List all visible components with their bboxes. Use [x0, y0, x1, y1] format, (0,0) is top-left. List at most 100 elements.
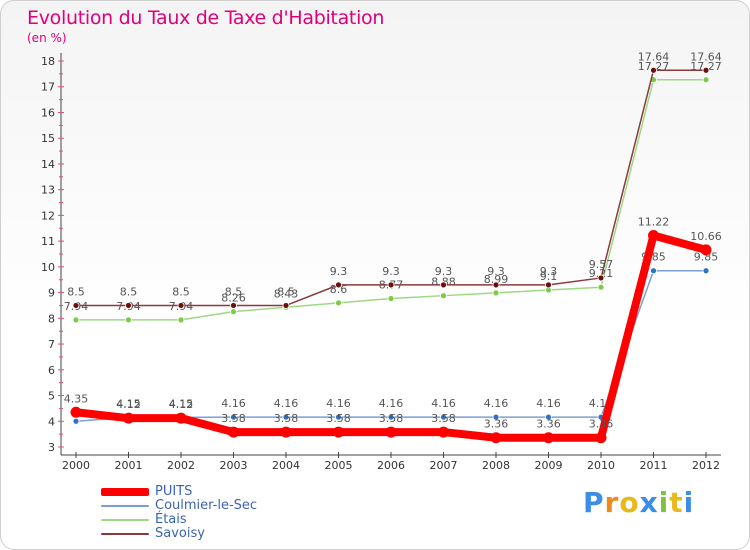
data-label: 3.36: [536, 418, 561, 431]
y-tick-label: 5: [48, 390, 55, 403]
data-point: [700, 244, 712, 256]
y-tick-label: 16: [41, 106, 55, 119]
data-label: 3.58: [431, 412, 456, 425]
data-label: 4.12: [169, 398, 194, 411]
data-point: [597, 283, 605, 291]
y-tick-label: 4: [48, 415, 55, 428]
data-label: 9.3: [330, 265, 348, 278]
data-label: 8.99: [484, 273, 509, 286]
legend-swatch-savoisy: [101, 533, 149, 535]
x-tick-label: 2005: [325, 459, 353, 472]
data-point: [387, 413, 395, 421]
data-label: 3.58: [221, 412, 246, 425]
x-tick-label: 2002: [167, 459, 195, 472]
x-tick-label: 2008: [482, 459, 510, 472]
logo-letter: P: [583, 486, 605, 519]
logo-letter: i: [683, 486, 695, 519]
x-tick-label: 2010: [587, 459, 615, 472]
data-label: 8.5: [172, 285, 190, 298]
data-point: [545, 413, 552, 421]
x-tick-label: 2007: [430, 459, 458, 472]
logo-letter: t: [669, 486, 684, 519]
unit-label: (en %): [27, 31, 67, 45]
x-tick-label: 2011: [640, 459, 668, 472]
logo-letter: r: [604, 486, 620, 519]
legend-item-coulmier: Coulmier-le-Sec: [101, 499, 257, 513]
data-label: 4.16: [221, 397, 246, 410]
data-label: 3.58: [326, 412, 351, 425]
data-label: 4.16: [274, 397, 299, 410]
y-tick-label: 6: [48, 364, 55, 377]
data-label: 4.12: [116, 398, 141, 411]
legend-swatch-puits: [101, 488, 149, 496]
data-point: [335, 299, 342, 307]
data-label: 8.5: [67, 285, 85, 298]
data-label: 4.16: [431, 397, 456, 410]
data-point: [702, 66, 710, 74]
logo-letter: x: [639, 486, 659, 519]
proxiti-logo: Proxiti: [583, 486, 694, 519]
data-label: 4.15: [169, 397, 194, 410]
legend-label-puits: PUITS: [155, 484, 193, 499]
data-point: [177, 316, 185, 324]
data-label: 4.16: [536, 397, 561, 410]
data-point: [490, 432, 502, 444]
data-point: [72, 417, 80, 425]
y-tick-label: 3: [48, 441, 55, 454]
data-label: 9.3: [435, 265, 453, 278]
data-point: [230, 302, 237, 309]
data-point: [648, 229, 659, 241]
data-point: [335, 281, 342, 289]
x-tick-label: 2003: [220, 459, 248, 472]
data-label: 4.16: [484, 397, 509, 410]
data-label: 9.85: [694, 251, 719, 264]
data-label: 17.64: [638, 50, 670, 63]
data-label: 8.5: [120, 285, 138, 298]
data-point: [702, 267, 710, 275]
y-tick-label: 7: [48, 338, 55, 351]
data-point: [228, 426, 239, 438]
legend-item-etais: Étais: [101, 513, 257, 527]
data-label: 8.26: [221, 292, 246, 305]
data-point: [72, 316, 80, 324]
legend-label-coulmier: Coulmier-le-Sec: [155, 498, 258, 513]
data-point: [440, 413, 447, 421]
data-point: [702, 76, 710, 84]
data-point: [597, 274, 605, 282]
y-tick-label: 15: [41, 132, 55, 145]
data-point: [440, 281, 447, 289]
data-label: 9.21: [589, 267, 614, 280]
data-point: [335, 413, 342, 421]
data-point: [492, 289, 500, 297]
legend-label-etais: Étais: [155, 512, 187, 527]
x-tick-label: 2009: [535, 459, 563, 472]
data-point: [545, 281, 552, 289]
x-tick-label: 2012: [692, 459, 720, 472]
data-point: [650, 267, 657, 275]
legend-item-puits: PUITS: [101, 485, 257, 499]
data-point: [282, 302, 290, 309]
data-label: 9.57: [589, 258, 614, 271]
data-point: [387, 281, 395, 289]
data-label: 9.1: [540, 270, 558, 283]
data-label: 10.66: [690, 230, 722, 243]
x-tick-label: 2004: [272, 459, 300, 472]
data-label: 3.58: [274, 412, 299, 425]
data-label: 9.3: [382, 265, 400, 278]
y-tick-label: 13: [41, 184, 55, 197]
x-tick-label: 2000: [62, 459, 90, 472]
y-tick-label: 10: [41, 261, 55, 274]
data-point: [650, 66, 657, 74]
logo-letter: o: [619, 486, 640, 519]
data-point: [72, 302, 80, 309]
data-point: [595, 432, 607, 444]
data-point: [123, 412, 134, 424]
data-label: 8.5: [277, 285, 295, 298]
legend: PUITS Coulmier-le-Sec Étais Savoisy: [101, 485, 257, 541]
data-point: [230, 413, 237, 421]
x-tick-label: 2006: [377, 459, 405, 472]
data-point: [438, 426, 449, 438]
data-point: [280, 426, 292, 438]
data-point: [385, 426, 397, 438]
